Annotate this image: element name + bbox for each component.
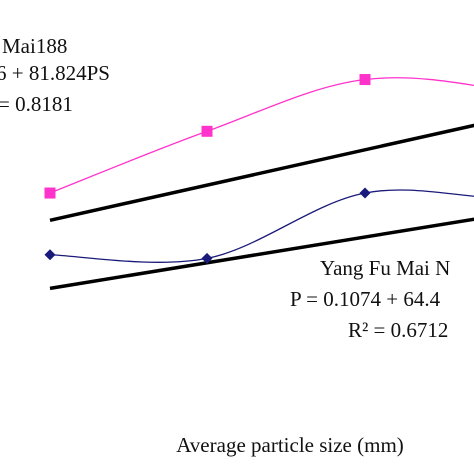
- trendline-series-2: [49, 217, 474, 291]
- series1-r2-label: = 0.8181: [0, 92, 73, 116]
- data-point-series-1-1: [44, 187, 56, 199]
- series2-r2-label: R² = 0.6712: [348, 318, 448, 342]
- series-line-2: [49, 189, 474, 263]
- series2-name-label: Yang Fu Mai N: [320, 256, 450, 280]
- series1-name-label: Mai188: [2, 34, 67, 58]
- data-point-series-2-2: [201, 252, 213, 264]
- data-point-series-2-1: [44, 249, 56, 261]
- data-point-series-2-3: [359, 187, 371, 199]
- trendline-series-1: [49, 123, 474, 222]
- x-axis-label: Average particle size (mm): [176, 433, 404, 457]
- series1-equation-label: 6 + 81.824PS: [0, 61, 110, 85]
- series-line-1: [49, 77, 474, 194]
- plot-area: [44, 74, 474, 291]
- data-point-series-1-3: [359, 74, 371, 86]
- series2-equation-label: P = 0.1074 + 64.4: [290, 287, 441, 311]
- data-point-series-1-2: [201, 125, 213, 137]
